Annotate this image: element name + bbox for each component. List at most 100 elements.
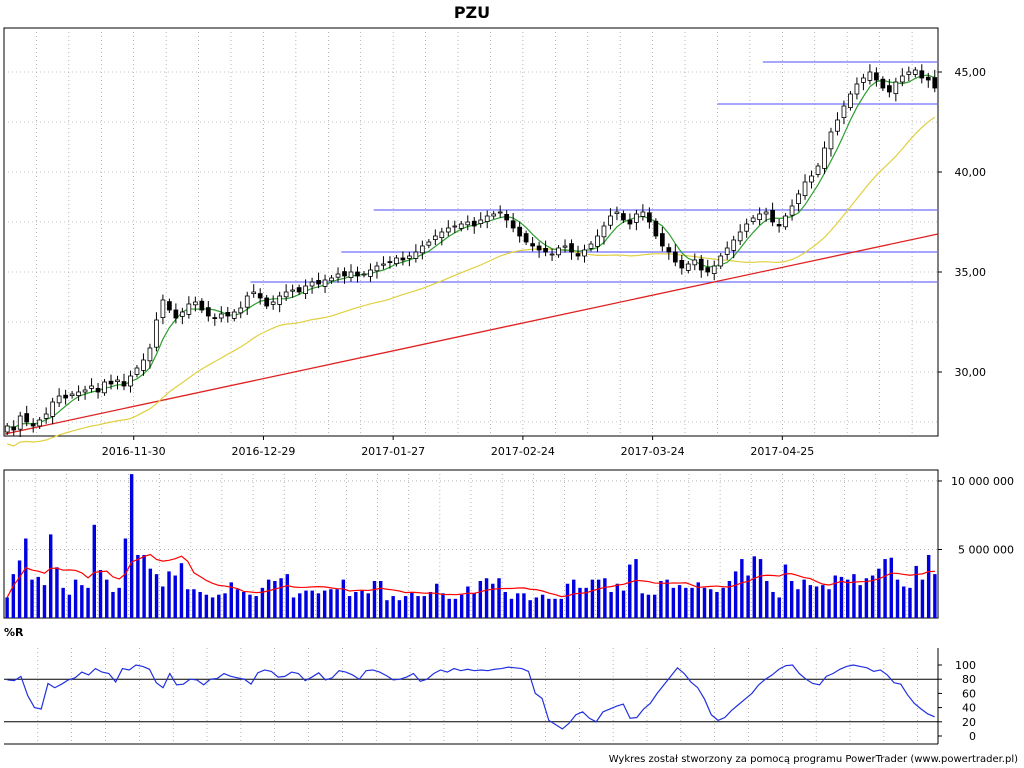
- candle-body: [887, 85, 892, 93]
- candle-body: [912, 69, 918, 75]
- candle-body: [640, 211, 646, 217]
- williams-r-line: [7, 664, 935, 730]
- candle-body: [141, 359, 146, 371]
- volume-bar: [310, 590, 314, 618]
- volume-bar: [105, 579, 109, 618]
- volume-bar: [877, 568, 881, 618]
- volume-bar: [185, 589, 190, 618]
- candle-body: [309, 281, 315, 287]
- candle-body: [413, 251, 419, 259]
- volume-bar: [789, 581, 794, 618]
- candle-body: [374, 265, 380, 272]
- volume-bar: [721, 587, 725, 618]
- candle-body: [465, 221, 471, 226]
- candle-body: [445, 227, 451, 233]
- price-x-tick-label: 2017-01-27: [361, 445, 425, 458]
- candle-body: [394, 257, 399, 264]
- volume-bar: [223, 593, 227, 618]
- candle-body: [147, 347, 153, 362]
- candle-body: [102, 381, 107, 394]
- candle-body: [348, 271, 354, 278]
- volume-bar: [391, 596, 395, 618]
- chart-title: PZU: [454, 3, 490, 22]
- volume-bar: [777, 597, 781, 618]
- volume-bar: [98, 570, 103, 618]
- volume-bar: [522, 593, 526, 618]
- volume-bar: [484, 578, 489, 618]
- volume-bar: [453, 598, 458, 618]
- volume-bar: [889, 557, 894, 618]
- volume-bar: [80, 585, 84, 618]
- moving-average-short: [7, 74, 935, 429]
- candle-body: [335, 273, 341, 278]
- volume-bar: [926, 554, 931, 618]
- candle-body: [815, 165, 821, 175]
- candle-body: [154, 319, 159, 348]
- volume-bar: [117, 587, 121, 618]
- volume-moving-average: [6, 553, 935, 598]
- volume-bar: [634, 559, 638, 618]
- volume-y-tick-label: 10 000 000: [951, 475, 1014, 488]
- candle-body: [82, 389, 88, 393]
- volume-bar: [198, 591, 202, 618]
- candle-body: [225, 311, 231, 317]
- candle-body: [835, 119, 840, 132]
- volume-bar: [646, 594, 651, 618]
- volume-bar: [684, 587, 688, 618]
- volume-bar: [628, 564, 632, 618]
- candle-body: [861, 77, 866, 83]
- candle-body: [711, 265, 717, 274]
- volume-bar: [24, 538, 28, 618]
- williams-r-y-tick-label: 100: [955, 659, 976, 672]
- volume-bar: [652, 594, 657, 618]
- price-y-tick-label: 30,00: [955, 366, 987, 379]
- candle-body: [647, 212, 652, 223]
- candle-body: [549, 253, 555, 256]
- candle-body: [919, 70, 925, 79]
- volume-bar: [578, 587, 582, 618]
- candle-body: [776, 223, 782, 227]
- candle-body: [17, 415, 23, 430]
- price-x-tick-label: 2017-03-24: [621, 445, 685, 458]
- candle-body: [290, 289, 295, 292]
- volume-bar: [540, 594, 545, 618]
- candle-body: [43, 413, 49, 419]
- candle-body: [277, 295, 283, 305]
- volume-bar: [17, 560, 22, 618]
- williams-r-y-tick-label: 80: [962, 673, 976, 686]
- volume-bar: [385, 600, 389, 618]
- volume-bar: [397, 600, 402, 618]
- volume-bar: [821, 585, 825, 618]
- volume-bar: [67, 594, 72, 618]
- volume-bar: [136, 554, 140, 618]
- volume-bar: [827, 589, 831, 618]
- candle-body: [893, 81, 899, 94]
- candle-body: [192, 301, 198, 306]
- candle-body: [932, 77, 938, 89]
- volume-bar: [36, 576, 40, 618]
- candle-body: [899, 75, 905, 83]
- candle-body: [874, 72, 879, 81]
- volume-bar: [603, 578, 607, 618]
- volume-bar: [814, 586, 819, 618]
- volume-bar: [217, 594, 221, 618]
- candle-body: [698, 258, 704, 271]
- candle-body: [199, 300, 205, 311]
- candle-body: [180, 311, 185, 317]
- volume-bar: [248, 594, 252, 618]
- candle-body: [361, 273, 367, 276]
- williams-r-y-tick-label: 20: [962, 716, 976, 729]
- footer-credit: Wykres został stworzony za pomocą progra…: [609, 754, 1018, 765]
- volume-bar: [291, 597, 296, 618]
- candle-body: [231, 311, 237, 319]
- candle-body: [685, 263, 691, 271]
- volume-bar: [659, 581, 663, 618]
- volume-bar: [304, 590, 308, 618]
- volume-panel: 5 000 000 10 000 000: [3, 469, 1014, 619]
- candle-body: [634, 213, 639, 223]
- volume-bar: [30, 579, 34, 618]
- volume-bar: [5, 597, 9, 618]
- candle-body: [737, 231, 743, 242]
- candle-body: [588, 243, 594, 249]
